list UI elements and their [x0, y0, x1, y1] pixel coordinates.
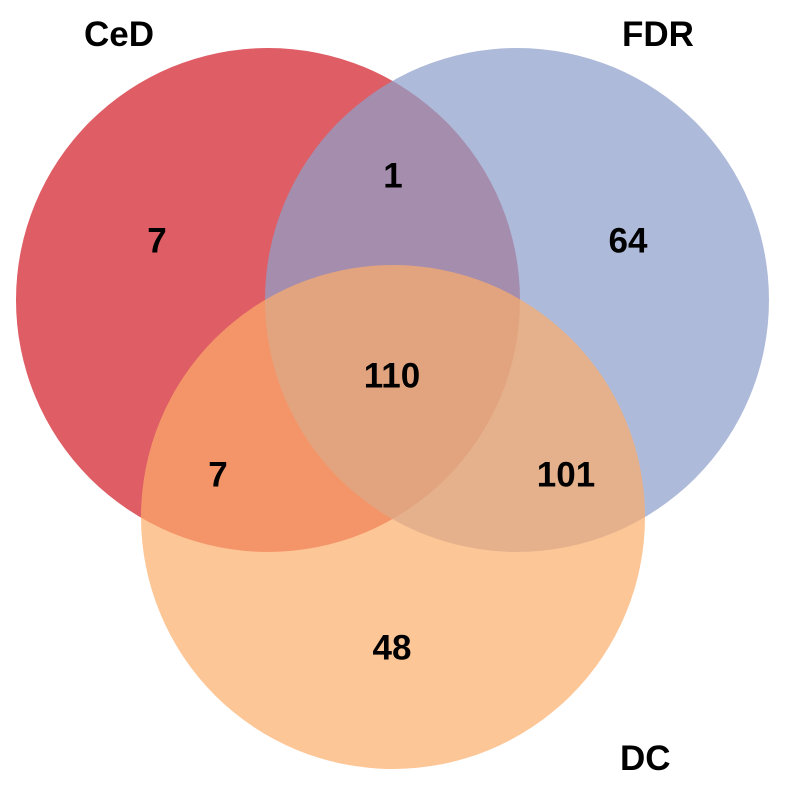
set-label-ced: CeD [84, 15, 154, 54]
count-dc-only: 48 [373, 629, 412, 668]
count-ced-fdr: 1 [383, 157, 402, 196]
count-all-three: 110 [364, 357, 420, 396]
count-fdr-dc: 101 [537, 456, 595, 495]
count-ced-only: 7 [147, 222, 166, 261]
set-label-dc: DC [620, 739, 671, 778]
set-circle-dc [141, 265, 645, 769]
set-label-fdr: FDR [622, 15, 694, 54]
count-ced-dc: 7 [208, 456, 227, 495]
count-fdr-only: 64 [609, 222, 648, 261]
